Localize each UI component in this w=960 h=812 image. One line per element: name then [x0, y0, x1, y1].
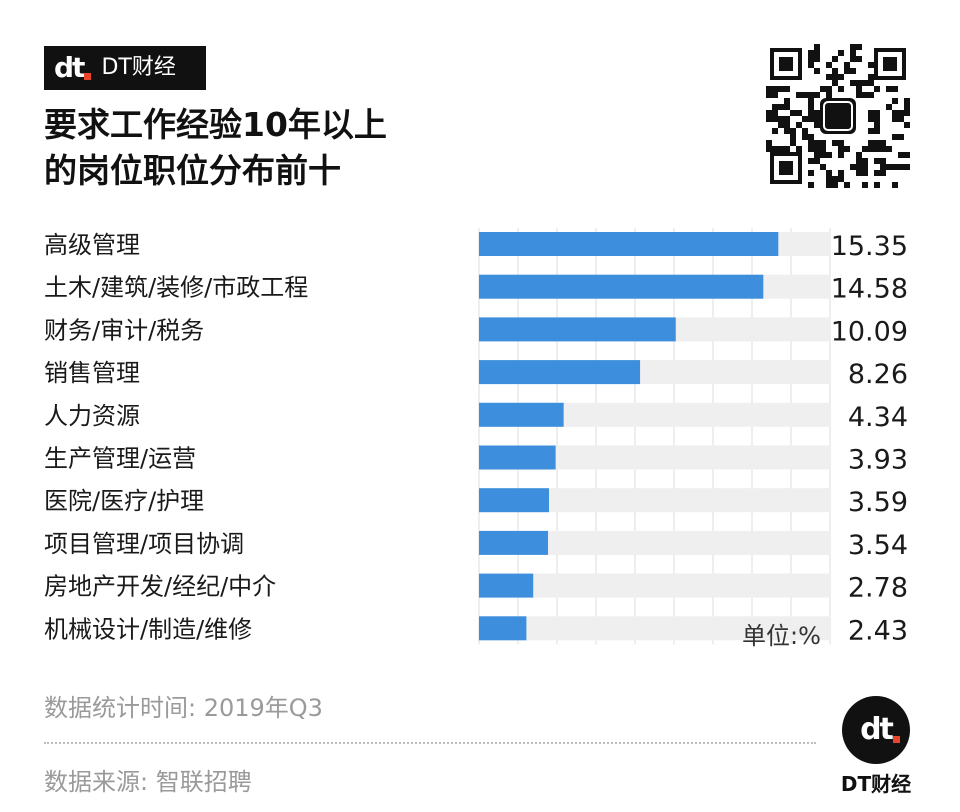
category-label: 医院/医疗/护理 [44, 487, 204, 515]
category-label: 销售管理 [44, 359, 140, 387]
bar-tracks [479, 232, 830, 641]
stats-time-note: 数据统计时间: 2019年Q3 [44, 694, 323, 722]
category-label: 生产管理/运营 [44, 445, 196, 473]
category-label: 高级管理 [44, 231, 140, 259]
category-label: 机械设计/制造/维修 [44, 615, 252, 643]
footer-divider [44, 742, 816, 744]
value-labels: 15.35 14.58 10.09 8.26 4.34 3.93 3.59 3.54 2.78 2… [831, 231, 908, 646]
bar [479, 402, 564, 427]
bar [479, 573, 534, 598]
dt-logo-icon: dt [54, 54, 92, 82]
chart-title: 要求工作经验10年以上 的岗位职位分布前十 [44, 105, 387, 190]
category-label: 财务/审计/税务 [44, 316, 204, 344]
bar [479, 274, 764, 299]
bar [479, 530, 549, 555]
bar [479, 488, 550, 513]
value-label: 4.34 [848, 402, 908, 433]
category-labels: 高级管理土木/建筑/装修/市政工程财务/审计/税务销售管理人力资源生产管理/运营… [44, 231, 308, 643]
value-label: 2.43 [848, 615, 908, 646]
bar [479, 360, 641, 385]
brand-footer-name: DT财经 [840, 772, 912, 796]
category-label: 人力资源 [44, 402, 140, 430]
value-label: 3.54 [848, 530, 908, 561]
category-label: 土木/建筑/装修/市政工程 [44, 274, 308, 302]
bar-series [479, 232, 779, 641]
value-label: 15.35 [831, 231, 908, 262]
value-label: 14.58 [831, 274, 908, 305]
bar-track [479, 616, 830, 641]
bar [479, 616, 527, 641]
value-label: 2.78 [848, 573, 908, 604]
value-label: 8.26 [848, 359, 908, 390]
qr-code-icon [766, 44, 910, 188]
bar [479, 445, 556, 470]
brand-logo-badge: dt DT财经 [44, 46, 206, 90]
value-label: 3.93 [848, 445, 908, 476]
category-label: 项目管理/项目协调 [44, 530, 244, 558]
value-label: 3.59 [848, 487, 908, 518]
category-label: 房地产开发/经纪/中介 [44, 573, 276, 601]
bar [479, 317, 676, 342]
brand-name-text: DT财经 [101, 55, 176, 80]
unit-label: 单位:% [742, 622, 821, 650]
value-label: 10.09 [831, 316, 908, 347]
bar-track [479, 573, 830, 598]
brand-circle-logo-icon: dt [842, 696, 910, 764]
bar [479, 232, 779, 256]
data-source-note: 数据来源: 智联招聘 [44, 768, 252, 796]
